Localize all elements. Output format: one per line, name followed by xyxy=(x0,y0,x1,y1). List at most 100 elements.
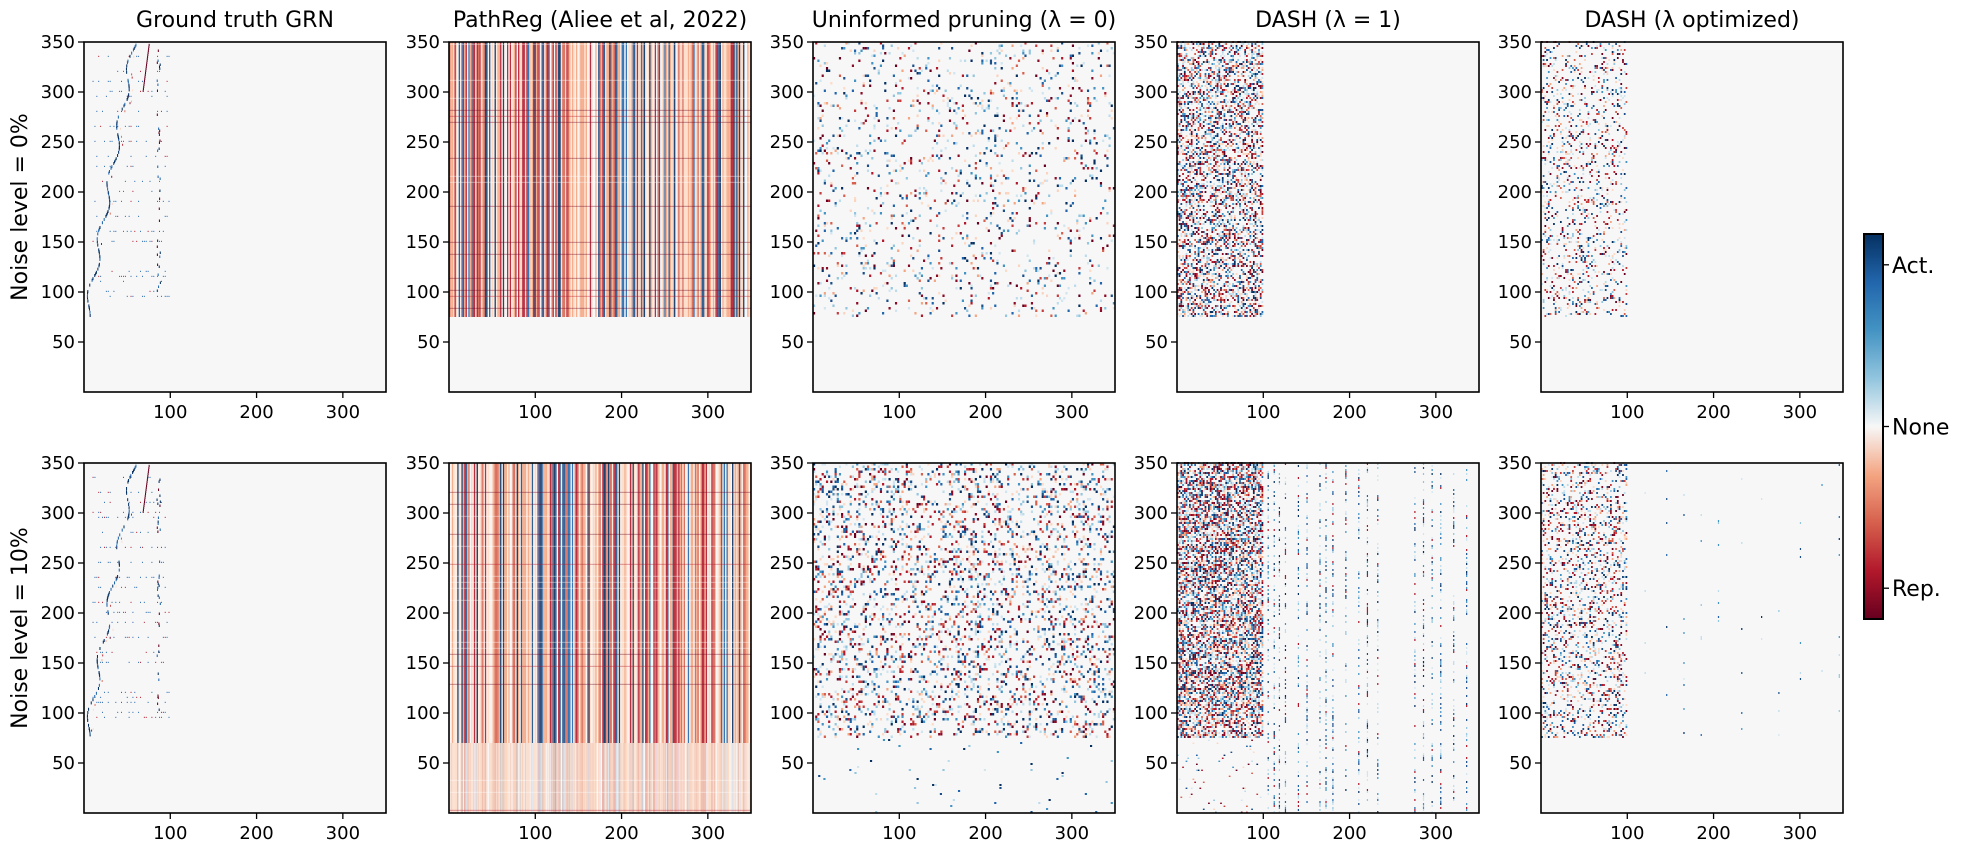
heatmap-cell xyxy=(1249,201,1252,203)
heatmap-cell xyxy=(1216,127,1219,129)
heatmap-cell xyxy=(1213,135,1215,137)
heatmap-cell xyxy=(1183,247,1186,249)
heatmap-cell xyxy=(1082,62,1085,65)
heatmap-cell xyxy=(1214,299,1217,301)
heatmap-cell xyxy=(1256,313,1259,315)
heatmap-cell xyxy=(1237,291,1240,293)
heatmap-cell xyxy=(1194,147,1196,149)
heatmap-cell xyxy=(1194,267,1196,269)
heatmap-cell xyxy=(1239,313,1241,315)
heatmap-cell xyxy=(1185,273,1188,275)
heatmap-cell xyxy=(1221,237,1224,239)
heatmap-cell xyxy=(841,129,844,132)
heatmap-cell xyxy=(1028,172,1031,175)
heatmap-cell xyxy=(1028,219,1031,222)
heatmap-cell xyxy=(1216,309,1219,311)
heatmap-cell xyxy=(1187,91,1190,93)
heatmap-cell xyxy=(901,222,904,225)
heatmap-cell xyxy=(1244,79,1247,81)
heatmap-cell xyxy=(1192,83,1195,85)
heatmap-cell xyxy=(974,112,977,115)
heatmap-cell xyxy=(841,252,844,255)
heatmap-cell xyxy=(1204,149,1207,151)
heatmap-cell xyxy=(1206,313,1209,315)
heatmap-cell xyxy=(1230,211,1233,213)
heatmap-cell xyxy=(159,251,161,254)
heatmap-cell xyxy=(1247,53,1250,55)
heatmap-cell xyxy=(1240,303,1243,305)
heatmap-cell xyxy=(931,309,934,312)
heatmap-cell xyxy=(1218,239,1221,241)
heatmap-cell xyxy=(1225,289,1228,291)
heatmap-cell xyxy=(1216,267,1219,269)
heatmap-cell xyxy=(1252,269,1255,271)
heatmap-cell xyxy=(819,149,822,152)
heatmap-cell xyxy=(1233,237,1236,239)
heatmap-cell xyxy=(1242,119,1245,121)
heatmap-cell xyxy=(1220,79,1222,81)
heatmap-cell xyxy=(1258,311,1260,313)
heatmap-cell xyxy=(1228,51,1231,53)
heatmap-cell xyxy=(1254,229,1257,231)
heatmap-cell xyxy=(1227,311,1229,313)
heatmap-cell xyxy=(1206,287,1209,289)
heatmap-cell xyxy=(1230,289,1233,291)
heatmap-cell xyxy=(1223,289,1226,291)
heatmap-cell xyxy=(1208,73,1210,75)
heatmap-cell xyxy=(901,242,904,245)
heatmap-cell xyxy=(1240,195,1243,197)
heatmap-cell xyxy=(1225,119,1228,121)
heatmap-cell xyxy=(1225,199,1228,201)
heatmap-cell xyxy=(1185,221,1188,223)
heatmap-cell xyxy=(1227,269,1229,271)
heatmap-cell xyxy=(1192,113,1195,115)
heatmap-cell xyxy=(1201,127,1203,129)
heatmap-cell xyxy=(836,104,839,107)
heatmap-cell xyxy=(1225,75,1228,77)
heatmap-cell xyxy=(1183,47,1186,49)
heatmap-cell xyxy=(1078,214,1081,217)
heatmap-cell xyxy=(989,62,993,65)
heatmap-cell xyxy=(1251,123,1253,125)
heatmap-cell xyxy=(1237,281,1240,283)
heatmap-cell xyxy=(1244,117,1247,119)
heatmap-cell xyxy=(1214,163,1217,165)
heatmap-cell xyxy=(849,167,852,170)
heatmap-cell xyxy=(1182,67,1184,69)
heatmap-cell xyxy=(130,200,132,202)
heatmap-cell xyxy=(1252,145,1255,147)
heatmap-cell xyxy=(1177,255,1179,257)
heatmap-cell xyxy=(1208,127,1210,129)
heatmap-cell xyxy=(1220,245,1222,247)
heatmap-cell xyxy=(864,267,867,270)
heatmap-cell xyxy=(1189,281,1191,283)
heatmap-cell xyxy=(1041,132,1044,135)
heatmap-cell xyxy=(996,49,999,52)
heatmap-cell xyxy=(1227,109,1229,111)
heatmap-cell xyxy=(1183,87,1186,89)
heatmap-cell xyxy=(1254,281,1257,283)
heatmap-cell xyxy=(1187,243,1190,245)
heatmap-cell xyxy=(1201,103,1203,105)
heatmap-cell xyxy=(1246,185,1248,187)
heatmap-cell xyxy=(957,154,960,157)
heatmap-cell xyxy=(1220,249,1222,251)
heatmap-cell xyxy=(1091,292,1094,295)
heatmap-cell xyxy=(1211,49,1214,51)
heatmap-cell xyxy=(1056,222,1059,225)
heatmap-cell xyxy=(693,42,695,317)
heatmap-cell xyxy=(1246,89,1248,91)
heatmap-cell xyxy=(1223,117,1226,119)
heatmap-cell xyxy=(1178,303,1181,305)
heatmap-cell xyxy=(1211,297,1214,299)
heatmap-cell xyxy=(151,90,153,92)
heatmap-cell xyxy=(1201,179,1203,181)
heatmap-cell xyxy=(1183,213,1186,215)
heatmap-cell xyxy=(1199,195,1202,197)
heatmap-cell xyxy=(1180,147,1183,149)
heatmap-cell xyxy=(1233,279,1236,281)
heatmap-cell xyxy=(1235,111,1238,113)
heatmap-cell xyxy=(1039,277,1042,280)
heatmap-cell xyxy=(455,42,458,317)
heatmap-cell xyxy=(1187,259,1190,261)
